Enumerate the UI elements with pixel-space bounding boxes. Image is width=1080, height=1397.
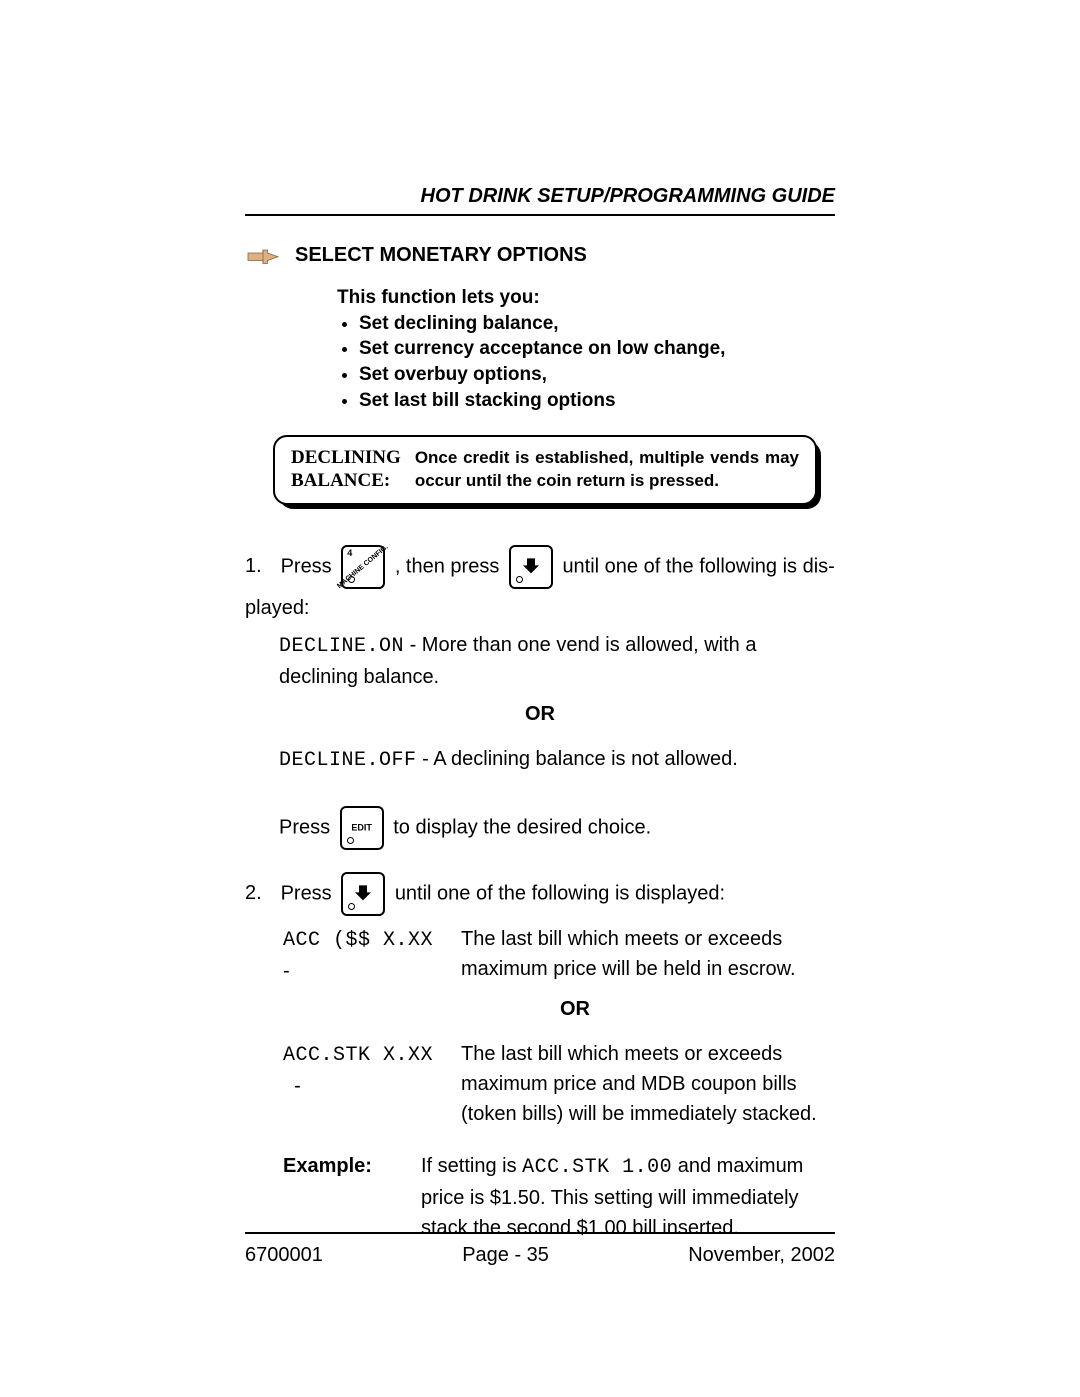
acc-stk-left: ACC.STK X.XX - xyxy=(283,1039,443,1129)
intro-bullet: Set declining balance, xyxy=(359,311,835,337)
footer-date: November, 2002 xyxy=(688,1244,835,1267)
step-1: 1. Press 4 MACHINE CONFIG. , then press … xyxy=(245,545,835,589)
acc-stk-row: ACC.STK X.XX - The last bill which meets… xyxy=(283,1039,835,1129)
document-page: HOT DRINK SETUP/PROGRAMMING GUIDE SELECT… xyxy=(0,0,1080,1397)
down-arrow-key-icon xyxy=(509,545,553,589)
intro-block: This function lets you: Set declining ba… xyxy=(337,285,835,413)
press-edit-row: Press EDIT to display the desired choice… xyxy=(279,806,835,850)
example-pre: If setting is xyxy=(421,1155,522,1177)
key-dot-icon xyxy=(348,903,355,910)
intro-lead: This function lets you: xyxy=(337,285,835,311)
lcd-code: DECLINE.OFF xyxy=(279,749,417,772)
pointing-hand-icon xyxy=(245,245,281,267)
acc-dollar-row: ACC ($$ X.XX - The last bill which meets… xyxy=(283,924,835,988)
or-separator: OR xyxy=(315,998,835,1021)
footer-page-number: Page - 35 xyxy=(462,1244,549,1267)
acc-dollar-text: The last bill which meets or exceeds max… xyxy=(461,924,835,988)
lcd-code: ACC ($$ X.XX - xyxy=(283,924,443,988)
intro-bullet: Set overbuy options, xyxy=(359,362,835,388)
dash: - xyxy=(294,1075,301,1097)
machine-config-key-icon: 4 MACHINE CONFIG. xyxy=(341,545,385,589)
lcd-code: ACC.STK 1.00 xyxy=(522,1156,672,1179)
key-label: MACHINE CONFIG. xyxy=(336,544,390,591)
header-title: HOT DRINK SETUP/PROGRAMMING GUIDE xyxy=(421,185,835,208)
key-superscript: 4 xyxy=(347,549,352,558)
decline-on-row: DECLINE.ON - More than one vend is allow… xyxy=(279,630,835,693)
intro-bullet: Set currency acceptance on low change, xyxy=(359,336,835,362)
callout-inner: DECLINING BALANCE: Once credit is establ… xyxy=(273,435,817,505)
decline-off-row: DECLINE.OFF - A declining balance is not… xyxy=(279,744,835,776)
key-dot-icon xyxy=(347,837,354,844)
example-row: Example: If setting is ACC.STK 1.00 and … xyxy=(283,1151,835,1243)
dash: - xyxy=(283,960,290,982)
callout-label: DECLINING BALANCE: xyxy=(291,447,401,493)
lcd-code-text: ACC ($$ X.XX xyxy=(283,929,433,952)
acc-stk-text: The last bill which meets or exceeds max… xyxy=(461,1039,835,1129)
example-body: If setting is ACC.STK 1.00 and maximum p… xyxy=(421,1151,835,1243)
key-label: EDIT xyxy=(351,823,372,832)
press-edit-text: Press xyxy=(279,816,336,838)
lcd-code: DECLINE.ON xyxy=(279,635,404,658)
lcd-code: ACC.STK X.XX xyxy=(283,1044,433,1067)
callout-label-line2: BALANCE: xyxy=(291,470,390,491)
press-edit-text: to display the desired choice. xyxy=(393,816,651,838)
step-2: 2. Press until one of the following is d… xyxy=(245,872,835,916)
page-header: HOT DRINK SETUP/PROGRAMMING GUIDE xyxy=(245,185,835,216)
decline-off-text: - A declining balance is not allowed. xyxy=(422,748,738,770)
page-footer: 6700001 Page - 35 November, 2002 xyxy=(245,1232,835,1267)
step-text: until one of the following is displayed: xyxy=(395,882,725,904)
section-title-row: SELECT MONETARY OPTIONS xyxy=(245,244,835,267)
edit-key-icon: EDIT xyxy=(340,806,384,850)
intro-list: Set declining balance, Set currency acce… xyxy=(337,311,835,414)
step-number: 1. xyxy=(245,551,275,582)
key-dot-icon xyxy=(348,576,355,583)
step-text: Press xyxy=(281,555,338,577)
section-title: SELECT MONETARY OPTIONS xyxy=(295,244,587,267)
example-label: Example: xyxy=(283,1151,403,1243)
step-text: Press xyxy=(281,882,338,904)
step-number: 2. xyxy=(245,878,275,909)
callout-label-line1: DECLINING xyxy=(291,447,401,468)
footer-doc-id: 6700001 xyxy=(245,1244,323,1267)
or-separator: OR xyxy=(245,703,835,726)
step-text: , then press xyxy=(395,555,505,577)
down-arrow-key-icon xyxy=(341,872,385,916)
step-1-cont: played: xyxy=(245,593,835,624)
callout-box: DECLINING BALANCE: Once credit is establ… xyxy=(273,435,817,505)
intro-bullet: Set last bill stacking options xyxy=(359,388,835,414)
callout-body: Once credit is established, multiple ven… xyxy=(415,447,799,493)
step-text: until one of the following is dis- xyxy=(562,555,834,577)
key-dot-icon xyxy=(516,576,523,583)
